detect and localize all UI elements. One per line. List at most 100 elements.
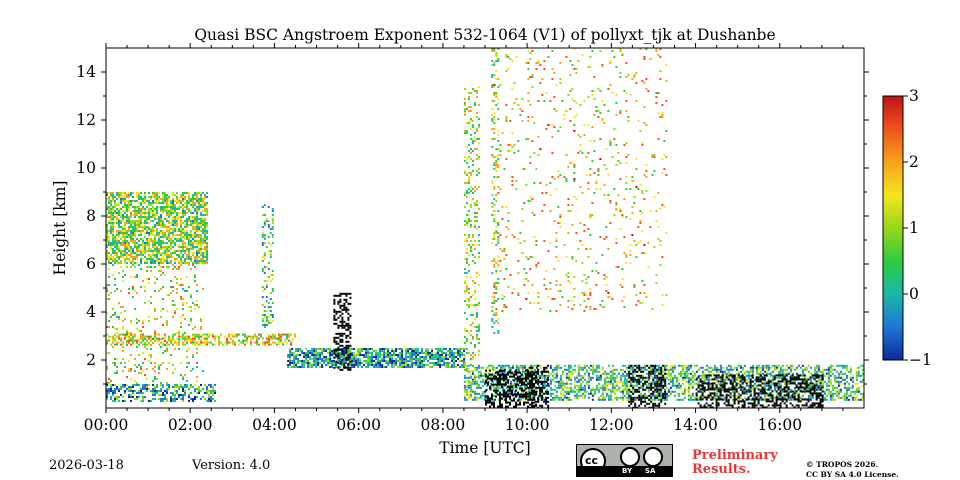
pixel: [128, 242, 130, 244]
pixel: [110, 204, 112, 206]
pixel: [172, 242, 174, 244]
pixel: [196, 256, 198, 258]
pixel: [118, 226, 120, 228]
pixel: [629, 368, 632, 371]
pixel: [351, 356, 354, 358]
pixel: [122, 240, 124, 242]
pixel: [737, 382, 740, 385]
pixel: [154, 266, 156, 268]
pixel: [178, 341, 180, 344]
pixel: [278, 339, 280, 342]
pixel: [367, 360, 370, 362]
pixel: [158, 260, 160, 262]
pixel: [170, 206, 172, 208]
pixel: [505, 70, 508, 72]
pixel: [184, 339, 186, 342]
pixel: [204, 196, 206, 198]
pixel: [174, 224, 176, 226]
pixel: [162, 298, 164, 300]
pixel: [755, 386, 758, 389]
pixel: [611, 376, 614, 379]
pixel: [599, 138, 602, 140]
pixel: [128, 368, 130, 370]
pixel: [198, 208, 200, 210]
pixel: [517, 150, 520, 152]
pixel: [144, 220, 146, 222]
pixel: [395, 362, 398, 364]
pixel: [659, 56, 662, 58]
pixel: [491, 374, 494, 377]
pixel: [196, 216, 198, 218]
pixel: [669, 368, 672, 371]
pixel: [200, 236, 202, 238]
pixel: [122, 232, 124, 234]
pixel: [120, 226, 122, 228]
pixel: [204, 208, 206, 210]
pixel: [303, 356, 306, 358]
pixel: [401, 350, 404, 352]
pixel: [423, 352, 426, 354]
pixel: [561, 382, 564, 385]
pixel: [675, 398, 678, 401]
pixel: [501, 298, 504, 300]
pixel: [148, 300, 150, 302]
pixel: [505, 120, 508, 122]
pixel: [595, 180, 598, 182]
pixel: [112, 252, 114, 254]
pixel: [202, 198, 204, 200]
pixel: [355, 364, 358, 366]
pixel: [192, 339, 194, 342]
pixel: [365, 354, 368, 356]
pixel: [130, 224, 132, 226]
pixel: [160, 230, 162, 232]
pixel: [581, 376, 584, 379]
pixel: [493, 286, 496, 288]
pixel: [188, 194, 190, 196]
pixel: [351, 348, 354, 350]
pixel: [218, 337, 220, 340]
pixel: [793, 386, 796, 389]
pixel: [132, 192, 134, 194]
pixel: [146, 260, 148, 262]
pixel: [731, 398, 734, 401]
pixel: [449, 356, 452, 358]
pixel: [601, 306, 604, 308]
pixel: [623, 198, 626, 200]
pixel: [605, 290, 608, 292]
pixel: [629, 188, 632, 190]
pixel: [116, 222, 118, 224]
pixel: [617, 194, 620, 196]
pixel: [503, 258, 506, 260]
pixel: [633, 372, 636, 375]
pixel: [138, 330, 140, 332]
pixel: [571, 390, 574, 393]
pixel: [126, 262, 128, 264]
pixel: [176, 254, 178, 256]
pixel: [180, 194, 182, 196]
pixel: [597, 370, 600, 373]
pixel: [717, 368, 720, 371]
pixel: [341, 354, 344, 356]
pixel: [286, 337, 288, 340]
pixel: [687, 384, 690, 387]
pixel: [176, 282, 178, 284]
pixel: [206, 337, 208, 340]
pixel: [172, 208, 174, 210]
pixel: [589, 140, 592, 142]
pixel: [379, 354, 382, 356]
pixel: [116, 230, 118, 232]
pixel: [613, 138, 616, 140]
pixel: [144, 260, 146, 262]
pixel: [635, 294, 638, 296]
pixel: [595, 182, 598, 184]
pixel: [421, 364, 424, 366]
pixel: [583, 396, 586, 399]
pixel: [315, 354, 318, 356]
pixel: [190, 210, 192, 212]
pixel: [405, 352, 408, 354]
pixel: [449, 348, 452, 350]
pixel: [182, 376, 184, 378]
pixel: [106, 250, 108, 252]
pixel: [232, 335, 234, 338]
pixel: [449, 350, 452, 352]
